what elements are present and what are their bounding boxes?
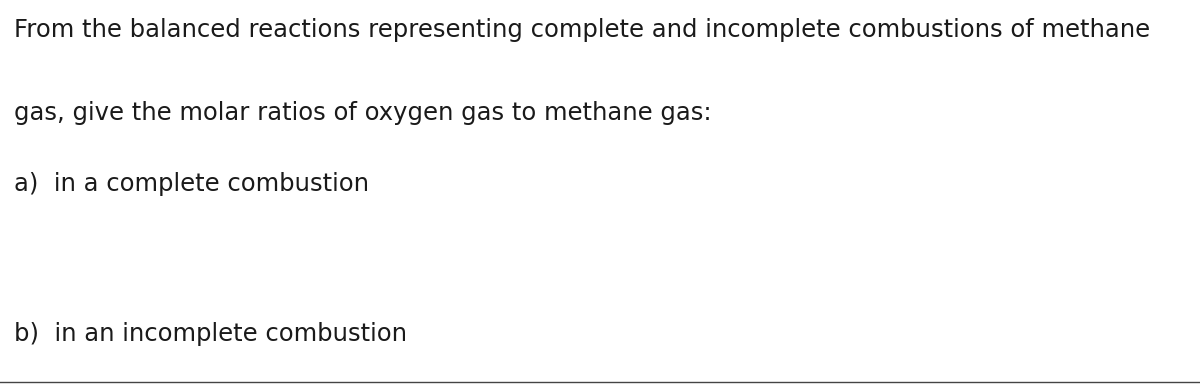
Text: gas, give the molar ratios of oxygen gas to methane gas:: gas, give the molar ratios of oxygen gas… — [14, 101, 712, 126]
Text: a)  in a complete combustion: a) in a complete combustion — [14, 172, 370, 196]
Text: b)  in an incomplete combustion: b) in an incomplete combustion — [14, 322, 408, 346]
Text: From the balanced reactions representing complete and incomplete combustions of : From the balanced reactions representing… — [14, 18, 1151, 42]
